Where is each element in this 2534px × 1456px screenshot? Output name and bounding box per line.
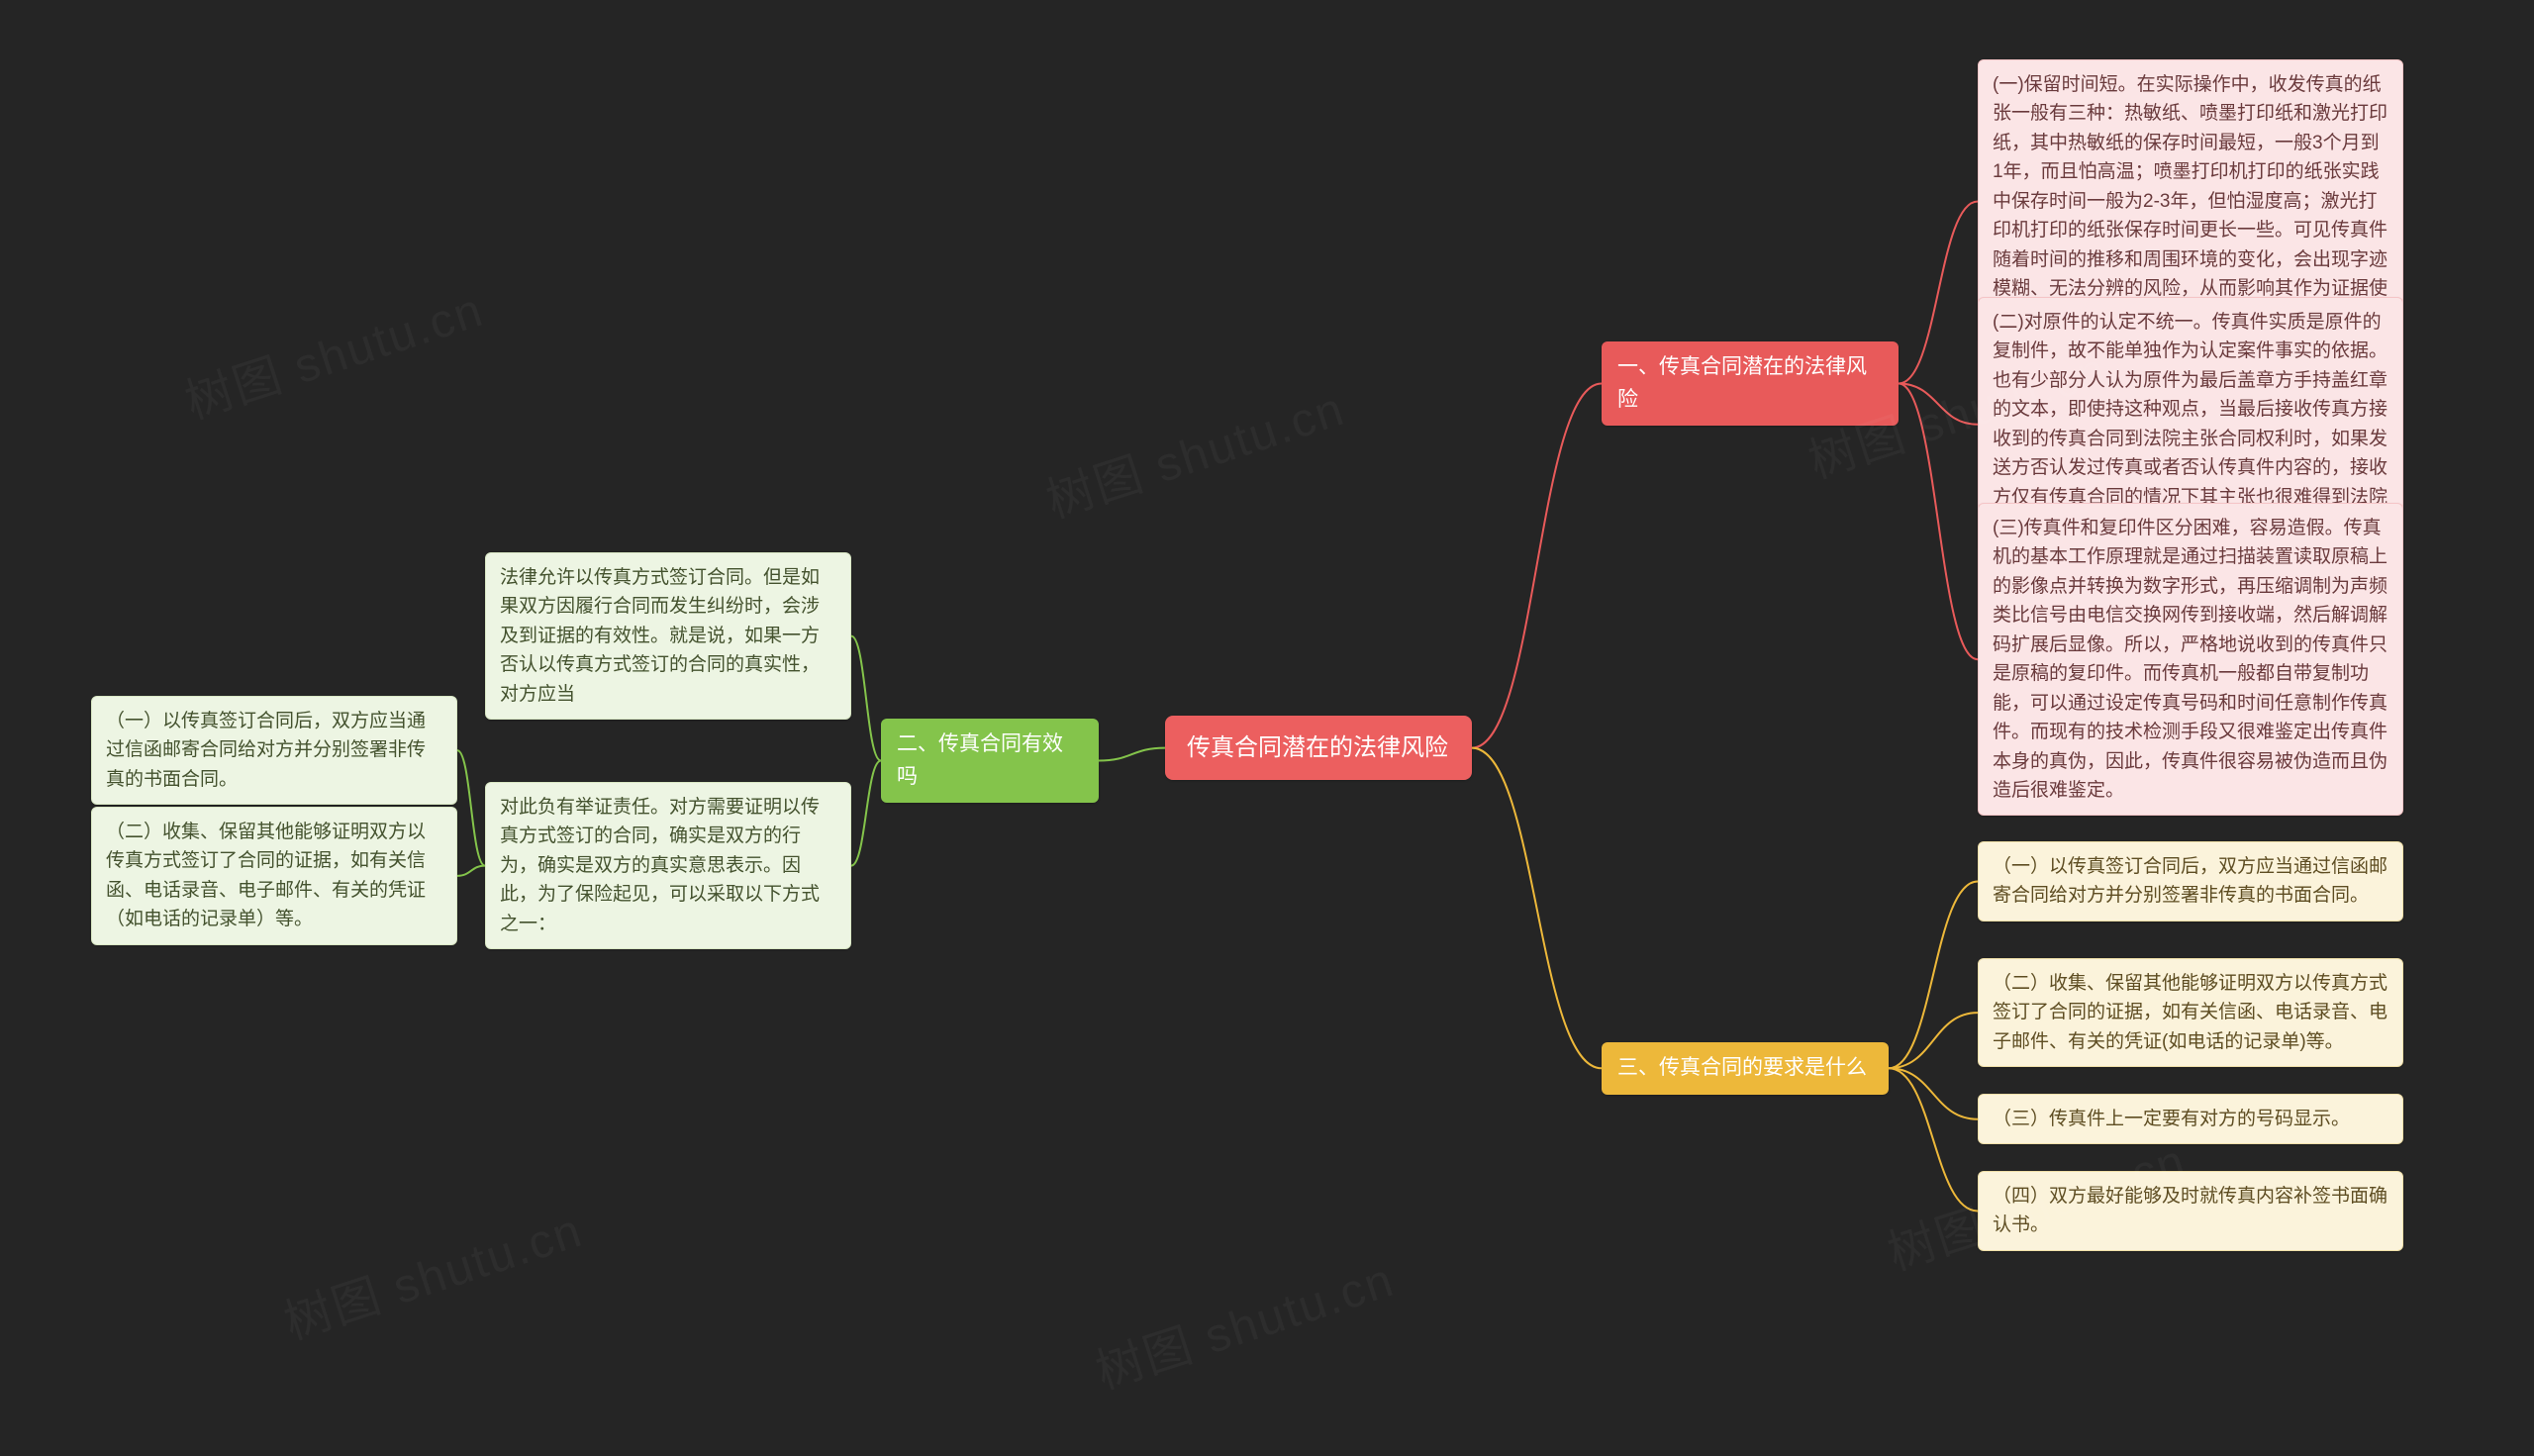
leaf-b3l4[interactable]: （四）双方最好能够及时就传真内容补签书面确认书。	[1978, 1171, 2403, 1251]
watermark: 树图 shutu.cn	[175, 270, 491, 432]
root-node[interactable]: 传真合同潜在的法律风险	[1165, 716, 1472, 780]
branch-b2[interactable]: 二、传真合同有效吗	[881, 719, 1099, 803]
watermark: 树图 shutu.cn	[274, 1191, 590, 1352]
leaf-b2l2s1[interactable]: （一）以传真签订合同后，双方应当通过信函邮寄合同给对方并分别签署非传真的书面合同…	[91, 696, 457, 805]
leaf-b3l3[interactable]: （三）传真件上一定要有对方的号码显示。	[1978, 1094, 2403, 1144]
leaf-b2l2[interactable]: 对此负有举证责任。对方需要证明以传真方式签订的合同，确实是双方的行为，确实是双方…	[485, 782, 851, 949]
leaf-b1l3[interactable]: (三)传真件和复印件区分困难，容易造假。传真机的基本工作原理就是通过扫描装置读取…	[1978, 503, 2403, 816]
leaf-b2l1[interactable]: 法律允许以传真方式签订合同。但是如果双方因履行合同而发生纠纷时，会涉及到证据的有…	[485, 552, 851, 720]
branch-b1[interactable]: 一、传真合同潜在的法律风险	[1602, 341, 1899, 426]
leaf-b2l2s2[interactable]: （二）收集、保留其他能够证明双方以传真方式签订了合同的证据，如有关信函、电话录音…	[91, 807, 457, 945]
mindmap-canvas: 传真合同潜在的法律风险 一、传真合同潜在的法律风险(一)保留时间短。在实际操作中…	[0, 0, 2534, 1456]
watermark: 树图 shutu.cn	[1036, 369, 1352, 531]
leaf-b3l1[interactable]: （一）以传真签订合同后，双方应当通过信函邮寄合同给对方并分别签署非传真的书面合同…	[1978, 841, 2403, 922]
branch-b3[interactable]: 三、传真合同的要求是什么	[1602, 1042, 1889, 1095]
watermark: 树图 shutu.cn	[1086, 1240, 1402, 1402]
leaf-b3l2[interactable]: （二）收集、保留其他能够证明双方以传真方式签订了合同的证据，如有关信函、电话录音…	[1978, 958, 2403, 1067]
